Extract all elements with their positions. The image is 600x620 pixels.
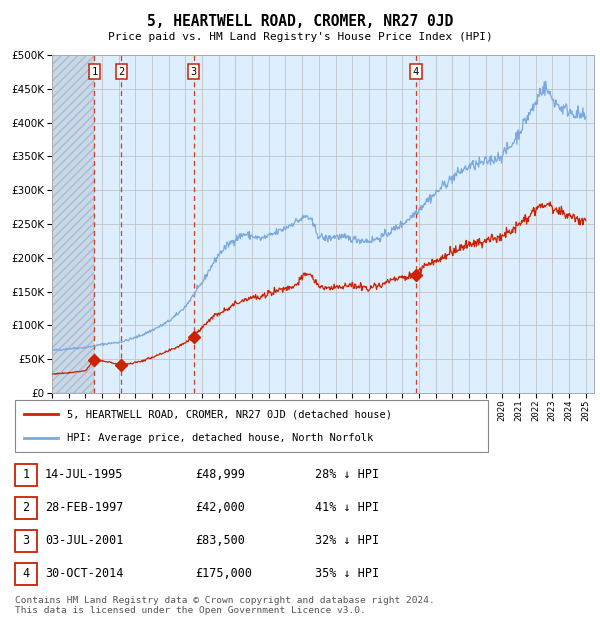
Text: 3: 3: [22, 534, 29, 547]
Text: 3: 3: [191, 67, 197, 77]
Text: 4: 4: [413, 67, 419, 77]
Text: £48,999: £48,999: [195, 468, 245, 481]
Text: 28% ↓ HPI: 28% ↓ HPI: [315, 468, 379, 481]
Text: 2: 2: [22, 501, 29, 514]
Text: 30-OCT-2014: 30-OCT-2014: [45, 567, 124, 580]
Text: 28-FEB-1997: 28-FEB-1997: [45, 501, 124, 514]
Text: Price paid vs. HM Land Registry's House Price Index (HPI): Price paid vs. HM Land Registry's House …: [107, 32, 493, 42]
Text: 5, HEARTWELL ROAD, CROMER, NR27 0JD (detached house): 5, HEARTWELL ROAD, CROMER, NR27 0JD (det…: [67, 409, 392, 419]
Text: £42,000: £42,000: [195, 501, 245, 514]
Text: 2: 2: [118, 67, 125, 77]
Text: £175,000: £175,000: [195, 567, 252, 580]
Text: 03-JUL-2001: 03-JUL-2001: [45, 534, 124, 547]
Text: Contains HM Land Registry data © Crown copyright and database right 2024.
This d: Contains HM Land Registry data © Crown c…: [15, 596, 435, 616]
Text: 41% ↓ HPI: 41% ↓ HPI: [315, 501, 379, 514]
Text: 32% ↓ HPI: 32% ↓ HPI: [315, 534, 379, 547]
Bar: [52, 55, 94, 393]
Text: 1: 1: [22, 468, 29, 481]
Text: 35% ↓ HPI: 35% ↓ HPI: [315, 567, 379, 580]
Text: HPI: Average price, detached house, North Norfolk: HPI: Average price, detached house, Nort…: [67, 433, 373, 443]
Text: 5, HEARTWELL ROAD, CROMER, NR27 0JD: 5, HEARTWELL ROAD, CROMER, NR27 0JD: [147, 14, 453, 29]
Text: 14-JUL-1995: 14-JUL-1995: [45, 468, 124, 481]
Text: £83,500: £83,500: [195, 534, 245, 547]
Text: 1: 1: [91, 67, 97, 77]
Text: 4: 4: [22, 567, 29, 580]
